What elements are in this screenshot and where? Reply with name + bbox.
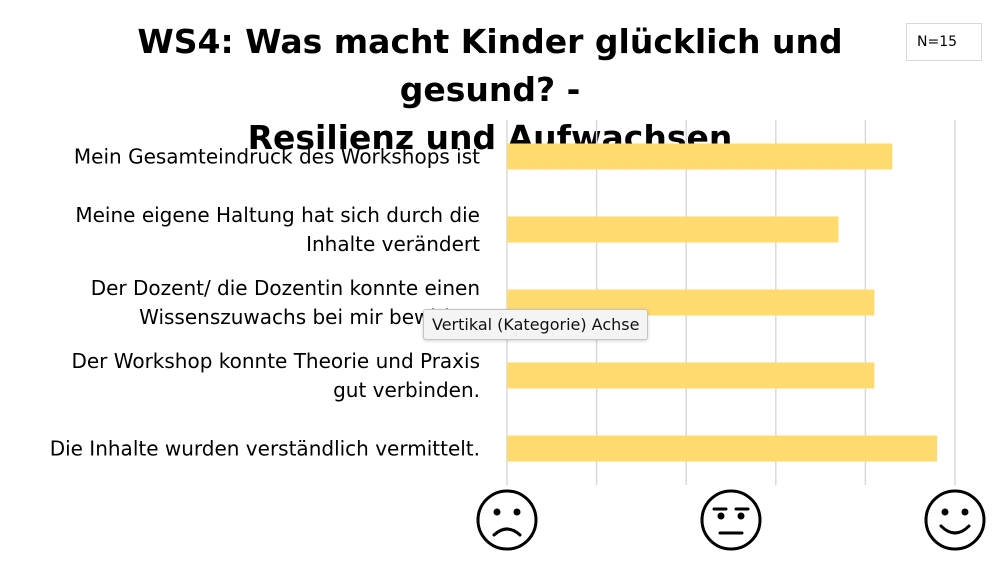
category-label: gut verbinden. <box>333 378 480 402</box>
axis-tooltip-text: Vertikal (Kategorie) Achse <box>432 315 640 334</box>
bar <box>507 216 839 243</box>
bar <box>507 435 938 462</box>
sample-size-label: N=15 <box>917 34 958 50</box>
bar <box>507 362 875 389</box>
category-label: Der Workshop konnte Theorie und Praxis <box>71 349 480 373</box>
neutral-face-icon <box>700 489 762 551</box>
category-label: Die Inhalte wurden verständlich vermitte… <box>50 437 480 461</box>
chart-title-line1: WS4: Was macht Kinder glücklich und gesu… <box>137 22 843 109</box>
axis-icons <box>476 489 986 551</box>
category-label: Meine eigene Haltung hat sich durch die <box>75 203 480 227</box>
category-label: Der Dozent/ die Dozentin konnte einen <box>91 276 480 300</box>
happy-face-icon <box>924 489 986 551</box>
sample-size-box: N=15 <box>906 23 982 61</box>
category-labels[interactable]: Mein Gesamteindruck des Workshops ist Mei… <box>50 145 480 461</box>
category-label: Mein Gesamteindruck des Workshops ist <box>74 145 480 169</box>
axis-tooltip: Vertikal (Kategorie) Achse <box>423 309 649 340</box>
sad-face-icon <box>476 489 538 551</box>
bars <box>507 143 938 462</box>
category-label: Inhalte verändert <box>306 232 480 256</box>
bar <box>507 143 893 170</box>
chart-title: WS4: Was macht Kinder glücklich und gesu… <box>60 18 920 162</box>
